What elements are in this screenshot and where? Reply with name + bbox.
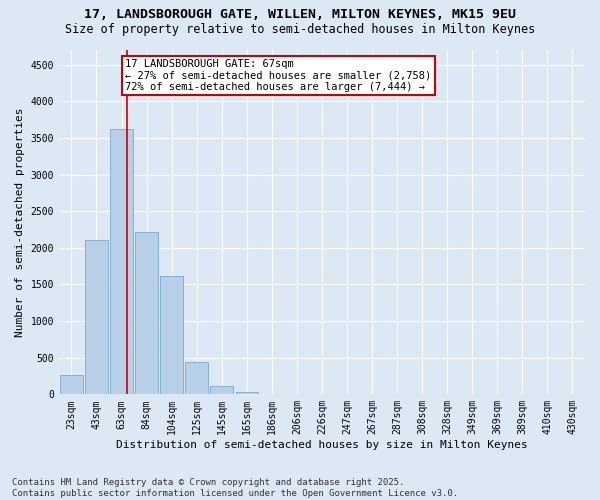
Bar (211, 386, 233, 394)
Bar (160, 276, 183, 394)
Text: 17 LANDSBOROUGH GATE: 67sqm
← 27% of semi-detached houses are smaller (2,758)
72: 17 LANDSBOROUGH GATE: 67sqm ← 27% of sem… (125, 59, 431, 92)
Bar (185, 362, 208, 394)
Bar (85, 240, 108, 394)
Bar (60, 376, 83, 394)
X-axis label: Distribution of semi-detached houses by size in Milton Keynes: Distribution of semi-detached houses by … (116, 440, 528, 450)
Bar (110, 129, 133, 394)
Y-axis label: Number of semi-detached properties: Number of semi-detached properties (15, 108, 25, 337)
Bar (236, 392, 258, 394)
Text: 17, LANDSBOROUGH GATE, WILLEN, MILTON KEYNES, MK15 9EU: 17, LANDSBOROUGH GATE, WILLEN, MILTON KE… (84, 8, 516, 20)
Text: Size of property relative to semi-detached houses in Milton Keynes: Size of property relative to semi-detach… (65, 22, 535, 36)
Bar (136, 232, 158, 394)
Text: Contains HM Land Registry data © Crown copyright and database right 2025.
Contai: Contains HM Land Registry data © Crown c… (12, 478, 458, 498)
